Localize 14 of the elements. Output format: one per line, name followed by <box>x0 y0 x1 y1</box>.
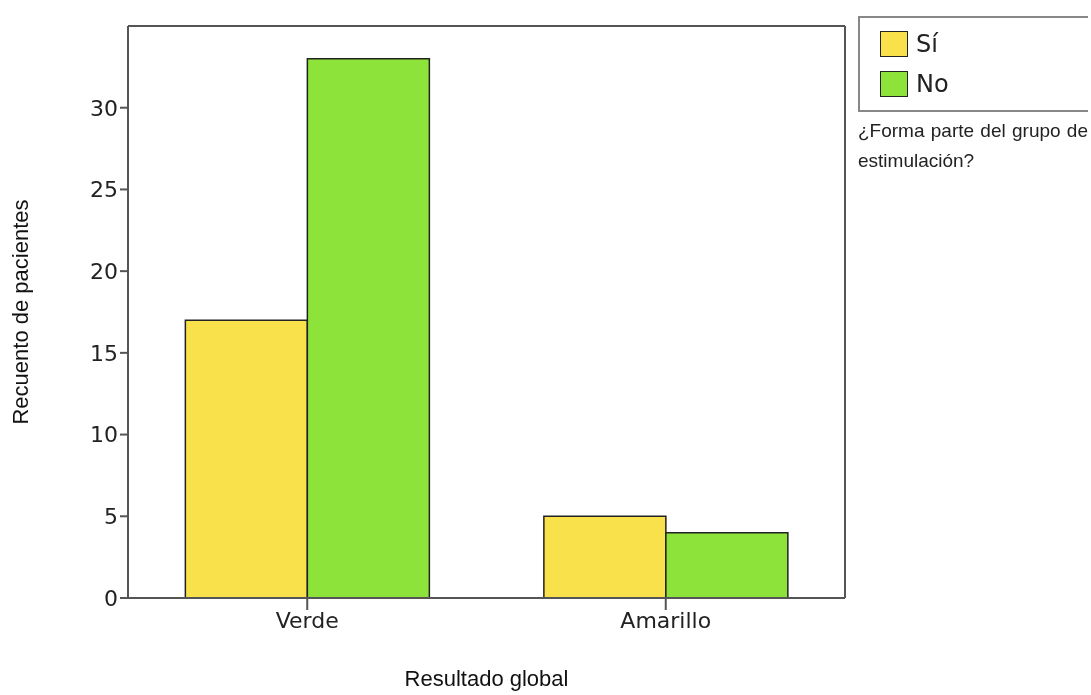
y-tick-label: 25 <box>90 177 118 203</box>
y-tick-label: 20 <box>90 258 118 284</box>
y-tick-label: 0 <box>104 585 118 611</box>
y-tick-label: 10 <box>90 422 118 448</box>
y-tick-label: 5 <box>104 504 118 530</box>
legend-title: ¿Forma parte del grupo de estimulación? <box>858 119 1088 173</box>
legend-label: No <box>915 69 950 100</box>
y-tick-label: 30 <box>90 95 118 121</box>
y-axis-title: Recuento de pacientes <box>7 199 33 425</box>
y-tick-label: 15 <box>90 340 118 366</box>
x-tick-label: Amarillo <box>620 607 712 633</box>
legend-label: Sí <box>915 29 940 60</box>
x-tick-label: Verde <box>275 607 339 633</box>
x-axis-title: Resultado global <box>404 666 569 691</box>
